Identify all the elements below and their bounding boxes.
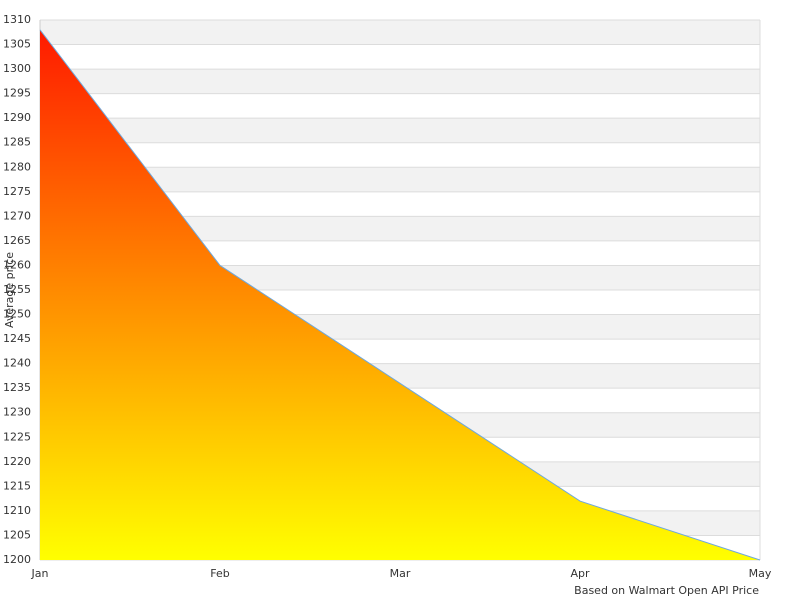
grid-band: [40, 20, 760, 45]
x-tick-label: Feb: [210, 567, 229, 580]
y-tick-label: 1270: [3, 209, 31, 222]
y-tick-label: 1295: [3, 87, 31, 100]
y-tick-label: 1240: [3, 357, 31, 370]
y-tick-label: 1205: [3, 528, 31, 541]
y-tick-label: 1210: [3, 504, 31, 517]
x-tick-label: Apr: [570, 567, 590, 580]
grid-band: [40, 118, 760, 143]
y-tick-label: 1260: [3, 258, 31, 271]
y-tick-label: 1300: [3, 62, 31, 75]
y-tick-label: 1230: [3, 406, 31, 419]
y-tick-label: 1235: [3, 381, 31, 394]
y-tick-label: 1220: [3, 455, 31, 468]
x-tick-label: May: [749, 567, 772, 580]
x-tick-label: Mar: [390, 567, 411, 580]
y-tick-label: 1225: [3, 430, 31, 443]
footnote: Based on Walmart Open API Price: [574, 584, 759, 597]
y-tick-label: 1200: [3, 553, 31, 566]
area: [40, 29, 760, 561]
x-tick-label: Jan: [31, 567, 49, 580]
y-tick-label: 1275: [3, 185, 31, 198]
y-tick-label: 1255: [3, 283, 31, 296]
y-tick-label: 1245: [3, 332, 31, 345]
y-tick-label: 1250: [3, 308, 31, 321]
y-tick-label: 1290: [3, 111, 31, 124]
y-tick-label: 1280: [3, 160, 31, 173]
grid-band: [40, 69, 760, 94]
y-tick-label: 1215: [3, 479, 31, 492]
y-tick-label: 1310: [3, 13, 31, 26]
y-tick-label: 1305: [3, 38, 31, 51]
y-tick-label: 1285: [3, 136, 31, 149]
line: [39, 29, 761, 561]
y-axis-label: Average price: [3, 252, 16, 328]
y-tick-label: 1265: [3, 234, 31, 247]
